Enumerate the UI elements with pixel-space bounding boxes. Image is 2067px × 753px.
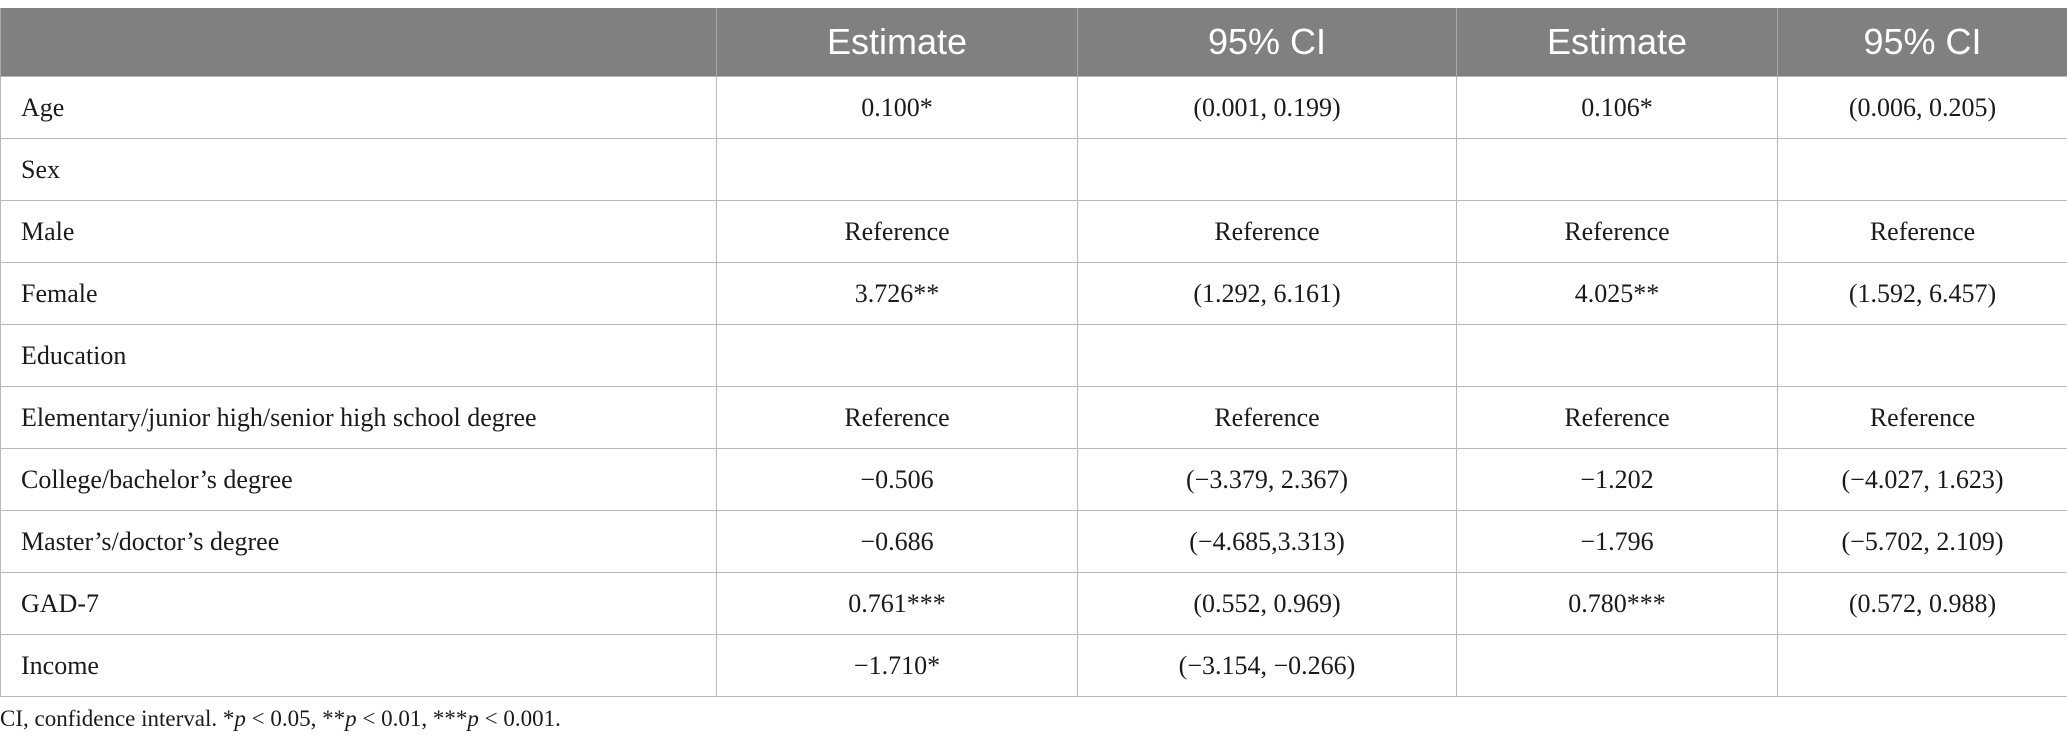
row-label: Income [0,634,717,697]
cell-estimate-1: 3.726** [716,262,1078,325]
header-cell-estimate-1: Estimate [716,8,1078,77]
cell-ci-2: (0.572, 0.988) [1777,572,2067,635]
cell-ci-2 [1777,138,2067,201]
table-row: GAD-7 0.761*** (0.552, 0.969) 0.780*** (… [0,572,2067,635]
cell-estimate-2 [1456,324,1778,387]
table-row: Master’s/doctor’s degree −0.686 (−4.685,… [0,510,2067,573]
cell-estimate-2: Reference [1456,386,1778,449]
cell-ci-1: (−4.685,3.313) [1077,510,1457,573]
table-header: Estimate 95% CI Estimate 95% CI [0,8,2067,77]
cell-estimate-1: −1.710* [716,634,1078,697]
cell-estimate-2: 4.025** [1456,262,1778,325]
cell-estimate-1 [716,324,1078,387]
cell-ci-2: (−5.702, 2.109) [1777,510,2067,573]
row-label: Male [0,200,717,263]
table-row: Female 3.726** (1.292, 6.161) 4.025** (1… [0,262,2067,325]
cell-ci-2: (0.006, 0.205) [1777,76,2067,139]
header-cell-estimate-2: Estimate [1456,8,1778,77]
cell-estimate-1: 0.100* [716,76,1078,139]
cell-estimate-2: Reference [1456,200,1778,263]
table-body: Age 0.100* (0.001, 0.199) 0.106* (0.006,… [0,76,2067,697]
row-label: Master’s/doctor’s degree [0,510,717,573]
cell-ci-1 [1077,324,1457,387]
footnote-threshold: < 0.001. [478,706,561,731]
footnote-p-symbol: p [234,706,246,731]
cell-estimate-2 [1456,138,1778,201]
row-label: Elementary/junior high/senior high schoo… [0,386,717,449]
cell-ci-1: (0.552, 0.969) [1077,572,1457,635]
cell-ci-1: Reference [1077,386,1457,449]
footnote-threshold: < 0.05, ** [245,706,346,731]
row-label: College/bachelor’s degree [0,448,717,511]
cell-estimate-1: −0.686 [716,510,1078,573]
row-label: Sex [0,138,717,201]
cell-ci-1: (0.001, 0.199) [1077,76,1457,139]
cell-estimate-1: Reference [716,200,1078,263]
cell-estimate-2 [1456,634,1778,697]
cell-ci-2: Reference [1777,386,2067,449]
footnote-p-symbol: p [467,706,479,731]
table-row: Age 0.100* (0.001, 0.199) 0.106* (0.006,… [0,76,2067,139]
table-row: Education [0,324,2067,387]
header-row: Estimate 95% CI Estimate 95% CI [0,8,2067,77]
cell-ci-2 [1777,634,2067,697]
cell-ci-2: (1.592, 6.457) [1777,262,2067,325]
row-label: Female [0,262,717,325]
cell-ci-2: Reference [1777,200,2067,263]
cell-estimate-2: −1.202 [1456,448,1778,511]
row-label: GAD-7 [0,572,717,635]
cell-ci-2: (−4.027, 1.623) [1777,448,2067,511]
results-table-container: Estimate 95% CI Estimate 95% CI Age 0.10… [0,8,2067,697]
cell-estimate-2: 0.780*** [1456,572,1778,635]
cell-estimate-2: −1.796 [1456,510,1778,573]
header-cell-ci-2: 95% CI [1777,8,2067,77]
row-label: Age [0,76,717,139]
cell-estimate-1: 0.761*** [716,572,1078,635]
cell-ci-2 [1777,324,2067,387]
table-row: College/bachelor’s degree −0.506 (−3.379… [0,448,2067,511]
footnote-prefix: CI, confidence interval. * [0,706,235,731]
header-cell-variable [0,8,717,77]
cell-ci-1 [1077,138,1457,201]
cell-estimate-1: Reference [716,386,1078,449]
row-label: Education [0,324,717,387]
cell-ci-1: Reference [1077,200,1457,263]
table-row: Sex [0,138,2067,201]
cell-ci-1: (−3.379, 2.367) [1077,448,1457,511]
table-footnote: CI, confidence interval. *p < 0.05, **p … [0,706,561,732]
results-table: Estimate 95% CI Estimate 95% CI Age 0.10… [0,8,2067,697]
cell-estimate-2: 0.106* [1456,76,1778,139]
cell-ci-1: (−3.154, −0.266) [1077,634,1457,697]
header-cell-ci-1: 95% CI [1077,8,1457,77]
cell-estimate-1 [716,138,1078,201]
footnote-p-symbol: p [345,706,357,731]
table-row: Male Reference Reference Reference Refer… [0,200,2067,263]
footnote-threshold: < 0.01, *** [356,706,468,731]
table-row: Elementary/junior high/senior high schoo… [0,386,2067,449]
table-row: Income −1.710* (−3.154, −0.266) [0,634,2067,697]
cell-estimate-1: −0.506 [716,448,1078,511]
cell-ci-1: (1.292, 6.161) [1077,262,1457,325]
